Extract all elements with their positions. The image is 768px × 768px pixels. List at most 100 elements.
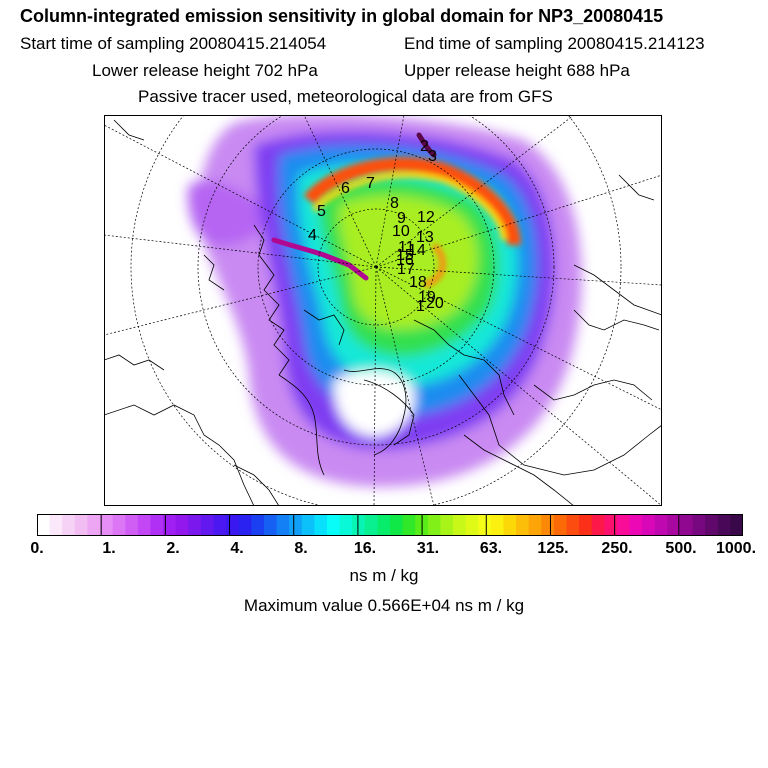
colorbar-tick: 63. (479, 540, 503, 557)
colorbar-tick: 31. (416, 540, 440, 557)
colorbar-swatch (553, 514, 568, 536)
trajectory-label: 16 (396, 252, 414, 269)
colorbar-swatch (364, 514, 378, 536)
colorbar-swatch (314, 514, 328, 536)
trajectory-label: 18 (409, 274, 427, 291)
colorbar-tick: 4. (230, 540, 244, 557)
colorbar-swatch (226, 514, 240, 536)
trajectory-label: 11 (398, 239, 415, 256)
trajectory-label: 7 (366, 175, 375, 192)
colorbar-swatch (175, 514, 189, 536)
colorbar-swatch (352, 514, 366, 536)
trajectory-label: 6 (341, 180, 350, 197)
colorbar-swatch (37, 514, 51, 536)
trajectory-label: 15 (396, 247, 414, 264)
colorbar-swatch (705, 514, 719, 536)
colorbar-swatch (289, 514, 303, 536)
colorbar-swatch (87, 514, 101, 536)
colorbar-tick: 1000. (715, 540, 757, 557)
colorbar-swatch (427, 514, 442, 536)
colorbar-swatch (453, 514, 467, 536)
colorbar-swatch (112, 514, 126, 536)
colorbar-swatch (263, 514, 278, 536)
colorbar-swatch (642, 514, 656, 536)
trajectory-label: 19 (418, 289, 436, 306)
lower-height-label: Lower release height 702 hPa (92, 61, 318, 80)
colorbar-swatch (679, 514, 694, 536)
trajectory-label: 3 (428, 148, 437, 165)
colorbar-swatch (654, 514, 668, 536)
colorbar-swatch (667, 514, 681, 536)
colorbar-swatch (213, 514, 227, 536)
trajectory-label: 2 (420, 138, 429, 155)
maximum-value-label: Maximum value 0.566E+04 ns m / kg (243, 596, 525, 615)
colorbar-tick: 2. (166, 540, 180, 557)
trajectory-label: 13 (416, 229, 434, 246)
colorbar-swatch (100, 514, 114, 536)
colorbar-swatch (137, 514, 152, 536)
colorbar-swatch (251, 514, 265, 536)
colorbar-swatch (326, 514, 341, 536)
colorbar-tick: 0. (30, 540, 44, 557)
colorbar-swatch (74, 514, 89, 536)
trajectory-labels: 4 5 6 7 8 9 10 11 12 13 14 15 16 17 18 1… (308, 138, 444, 315)
colorbar-swatch (490, 514, 505, 536)
colorbar-swatch (629, 514, 643, 536)
colorbar-swatch (390, 514, 404, 536)
colorbar-swatch (616, 514, 631, 536)
end-time-label: End time of sampling 20080415.214123 (404, 34, 705, 53)
trajectory-label: 14 (408, 242, 426, 259)
colorbar-swatch (591, 514, 605, 536)
colorbar-swatch (579, 514, 593, 536)
trajectory-label: 12 (417, 209, 435, 226)
colorbar-swatch (440, 514, 454, 536)
colorbar-swatch (339, 514, 353, 536)
colorbar-swatch (528, 514, 542, 536)
trajectory-label: 20 (426, 295, 444, 312)
colorbar-swatch (238, 514, 252, 536)
colorbar-swatch (503, 514, 517, 536)
colorbar-swatch (163, 514, 177, 536)
colorbar-swatch (717, 514, 731, 536)
colorbar-tick: 16. (353, 540, 377, 557)
colorbar (37, 514, 743, 536)
map-frame (104, 115, 662, 506)
colorbar-swatch (604, 514, 618, 536)
colorbar-tick: 1. (102, 540, 116, 557)
trajectory-label: 9 (397, 210, 406, 227)
colorbar-swatch (125, 514, 139, 536)
colorbar-swatch (402, 514, 416, 536)
colorbar-swatch (730, 514, 743, 536)
trajectory-label: 8 (390, 195, 399, 212)
colorbar-swatch (377, 514, 391, 536)
trajectory-label: 1 (416, 298, 425, 315)
colorbar-tick: 500. (665, 540, 697, 557)
colorbar-tick: 8. (294, 540, 308, 557)
colorbar-swatch (478, 514, 492, 536)
trajectory-label: 4 (308, 227, 317, 244)
colorbar-frame (37, 514, 743, 536)
start-time-label: Start time of sampling 20080415.214054 (20, 34, 327, 53)
colorbar-swatch (692, 514, 706, 536)
colorbar-swatch (200, 514, 215, 536)
colorbar-swatch (276, 514, 290, 536)
plot-title: Column-integrated emission sensitivity i… (20, 6, 664, 26)
colorbar-swatch (516, 514, 530, 536)
polar-map: 4 5 6 7 8 9 10 11 12 13 14 15 16 17 18 1… (104, 115, 662, 506)
colorbar-swatch (150, 514, 164, 536)
colorbar-tick: 125. (537, 540, 569, 557)
trajectory-label: 5 (317, 203, 326, 220)
colorbar-swatch (566, 514, 580, 536)
colorbar-units: ns m / kg (349, 566, 419, 585)
trajectory-label: 17 (397, 261, 415, 278)
graticule (104, 115, 662, 506)
trajectory-label: 10 (392, 223, 410, 240)
upper-height-label: Upper release height 688 hPa (404, 61, 630, 80)
colorbar-swatch (541, 514, 555, 536)
colorbar-swatch (188, 514, 202, 536)
colorbar-swatch (62, 514, 76, 536)
colorbar-swatch (301, 514, 315, 536)
colorbar-swatch (465, 514, 479, 536)
tracer-note: Passive tracer used, meteorological data… (138, 87, 553, 106)
colorbar-tick: 250. (601, 540, 633, 557)
